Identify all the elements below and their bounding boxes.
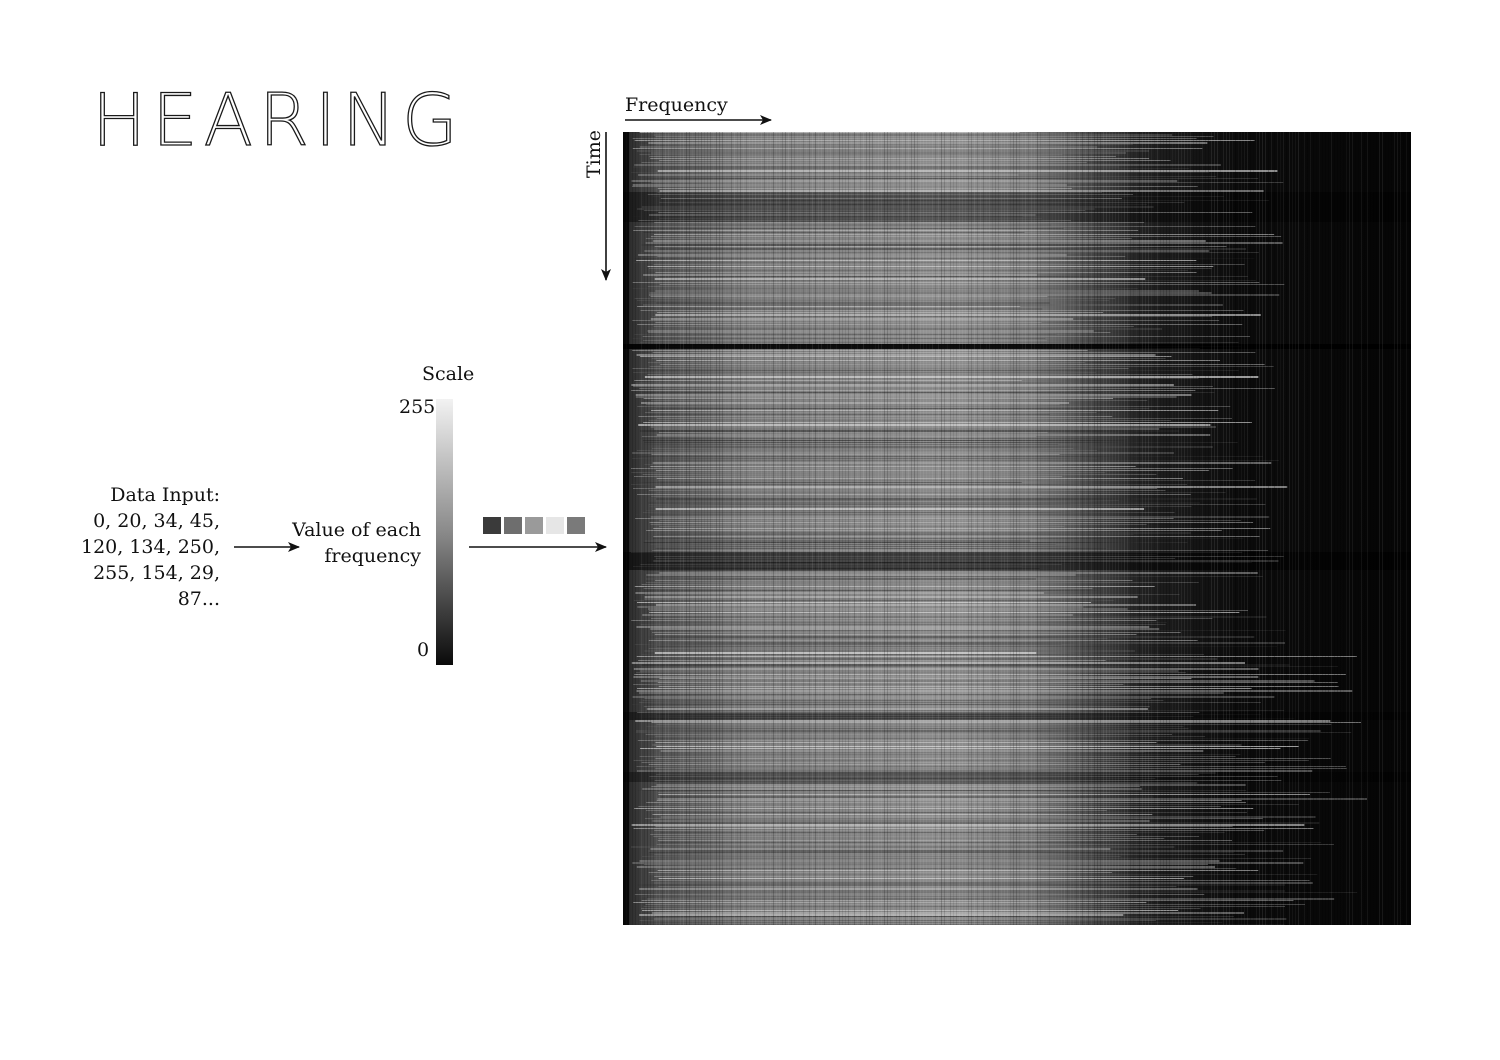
frequency-axis-label: Frequency — [625, 94, 728, 116]
gray-swatch — [567, 517, 585, 534]
gray-swatch — [504, 517, 522, 534]
grayscale-scale-bar — [436, 399, 453, 665]
data-input-line: 0, 20, 34, 45, — [93, 510, 220, 532]
page-title: HEARING — [91, 78, 464, 162]
scale-max-label: 255 — [399, 396, 436, 418]
data-input-text: Data Input: 0, 20, 34, 45, 120, 134, 250… — [81, 482, 220, 612]
data-input-line: 87... — [177, 588, 220, 610]
spectrogram-canvas — [623, 132, 1411, 925]
scale-label: Scale — [422, 363, 475, 385]
gray-swatch — [483, 517, 501, 534]
value-label-line: frequency — [324, 545, 421, 567]
data-input-line: 120, 134, 250, — [81, 536, 220, 558]
gray-swatch — [546, 517, 564, 534]
time-axis-label: Time — [583, 129, 606, 179]
scale-min-label: 0 — [417, 639, 430, 661]
value-label-line: Value of each — [292, 519, 421, 541]
gray-swatch — [525, 517, 543, 534]
value-of-frequency-label: Value of each frequency — [292, 517, 421, 569]
spectrogram-image — [623, 132, 1411, 925]
data-input-heading: Data Input: — [110, 484, 220, 506]
data-input-line: 255, 154, 29, — [93, 562, 220, 584]
